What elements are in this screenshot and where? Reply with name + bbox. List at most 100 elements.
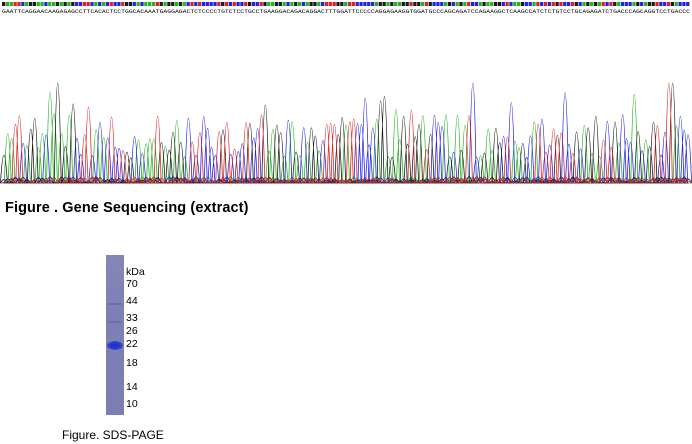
base-call-square	[513, 2, 517, 6]
base-call-square	[582, 2, 586, 6]
base-call-square	[655, 2, 659, 6]
base-call-square	[563, 2, 567, 6]
base-call-square	[386, 2, 390, 6]
base-call-square	[259, 2, 263, 6]
base-call-square	[44, 2, 48, 6]
base-call-square	[559, 2, 563, 6]
base-call-square	[82, 2, 86, 6]
base-call-square	[274, 2, 279, 6]
base-call-square	[267, 2, 271, 6]
base-call-square	[451, 2, 455, 6]
marker-label: 44	[126, 295, 138, 307]
base-call-square	[663, 2, 667, 6]
base-call-square	[98, 2, 102, 6]
base-call-square	[167, 2, 171, 6]
base-call-square	[294, 2, 298, 6]
base-call-square	[616, 2, 621, 6]
base-call-square	[436, 2, 440, 6]
base-call-square	[63, 2, 67, 6]
base-call-square	[493, 2, 498, 6]
base-call-square	[271, 2, 275, 6]
base-call-square	[282, 2, 286, 6]
base-call-squares	[2, 2, 690, 6]
base-call-square	[2, 2, 6, 6]
base-call-square	[394, 2, 398, 6]
base-call-square	[328, 2, 332, 6]
trace-g	[0, 82, 692, 184]
base-call-square	[117, 2, 121, 6]
base-call-square	[32, 2, 36, 6]
base-call-square	[344, 2, 348, 6]
base-call-square	[490, 2, 494, 6]
base-call-square	[420, 2, 425, 6]
base-call-square	[190, 2, 194, 6]
base-call-square	[374, 2, 379, 6]
base-call-square	[363, 2, 367, 6]
base-call-square	[113, 2, 117, 6]
marker-label: 14	[126, 381, 138, 393]
gel-protein-band	[107, 341, 123, 350]
base-call-square	[636, 2, 640, 6]
base-call-square	[78, 2, 83, 6]
trace-t	[0, 82, 692, 184]
base-call-square	[290, 2, 294, 6]
base-call-square	[628, 2, 632, 6]
base-call-square	[297, 2, 302, 6]
base-call-square	[336, 2, 340, 6]
base-call-square	[517, 2, 521, 6]
base-call-square	[501, 2, 505, 6]
base-call-square	[432, 2, 436, 6]
gel-faint-band	[108, 321, 122, 323]
base-call-square	[478, 2, 482, 6]
base-call-square	[640, 2, 644, 6]
base-call-square	[632, 2, 636, 6]
base-call-square	[213, 2, 217, 6]
base-call-square	[251, 2, 256, 6]
base-call-square	[597, 2, 601, 6]
base-call-square	[132, 2, 136, 6]
base-call-square	[305, 2, 309, 6]
base-call-square	[459, 2, 463, 6]
base-call-square	[624, 2, 628, 6]
base-call-square	[567, 2, 571, 6]
base-call-square	[467, 2, 471, 6]
base-call-square	[228, 2, 233, 6]
base-call-square	[205, 2, 209, 6]
base-call-square	[221, 2, 225, 6]
base-call-square	[536, 2, 540, 6]
base-call-square	[367, 2, 371, 6]
base-call-square	[651, 2, 655, 6]
base-call-square	[578, 2, 582, 6]
base-call-square	[186, 2, 190, 6]
base-call-square	[605, 2, 609, 6]
base-call-square	[505, 2, 509, 6]
base-call-square	[317, 2, 321, 6]
trace-c	[0, 82, 692, 184]
marker-label: 18	[126, 357, 138, 369]
base-call-square	[182, 2, 186, 6]
base-call-square	[174, 2, 179, 6]
base-call-square	[593, 2, 598, 6]
base-call-square	[224, 2, 229, 6]
base-call-square	[278, 2, 282, 6]
base-call-square	[555, 2, 559, 6]
gel-faint-band	[108, 303, 122, 305]
base-call-square	[86, 2, 90, 6]
base-call-square	[340, 2, 344, 6]
base-call-square	[247, 2, 252, 6]
base-call-square	[455, 2, 459, 6]
base-call-square	[590, 2, 594, 6]
base-call-square	[401, 2, 405, 6]
base-call-square	[155, 2, 159, 6]
base-call-square	[570, 2, 575, 6]
sequence-text: GAATTCAGGAACAAGAGAGCCTTCACACTCCTGGCACAAA…	[2, 9, 690, 15]
base-call-square	[378, 2, 382, 6]
base-call-square	[601, 2, 605, 6]
base-call-square	[417, 2, 421, 6]
marker-label: 33	[126, 312, 138, 324]
base-call-square	[9, 2, 13, 6]
base-call-square	[540, 2, 544, 6]
base-call-square	[236, 2, 240, 6]
base-call-square	[355, 2, 359, 6]
base-call-square	[144, 2, 148, 6]
